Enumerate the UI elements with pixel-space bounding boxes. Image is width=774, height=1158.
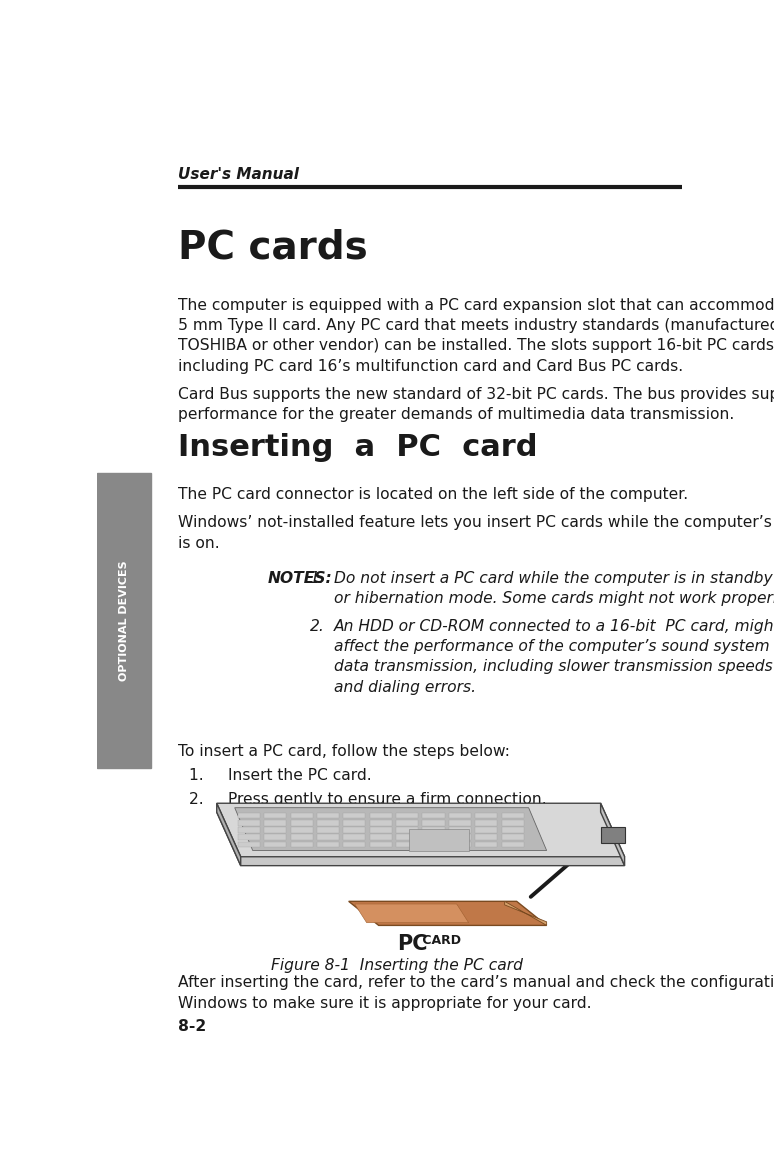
- Text: OPTIONAL DEVICES: OPTIONAL DEVICES: [118, 560, 128, 681]
- Text: 2.     Press gently to ensure a firm connection.: 2. Press gently to ensure a firm connect…: [189, 792, 546, 807]
- Bar: [370, 827, 392, 833]
- Bar: [396, 820, 418, 826]
- Bar: [290, 813, 313, 819]
- Text: Card Bus supports the new standard of 32-bit PC cards. The bus provides superior: Card Bus supports the new standard of 32…: [178, 387, 774, 423]
- Bar: [601, 827, 625, 843]
- Bar: [264, 835, 286, 840]
- Text: PC cards: PC cards: [178, 228, 368, 266]
- Bar: [264, 820, 286, 826]
- Bar: [409, 829, 469, 851]
- Bar: [370, 835, 392, 840]
- Text: The computer is equipped with a PC card expansion slot that can accommodate one
: The computer is equipped with a PC card …: [178, 298, 774, 374]
- Bar: [475, 813, 498, 819]
- Bar: [97, 474, 151, 768]
- Text: To insert a PC card, follow the steps below:: To insert a PC card, follow the steps be…: [178, 743, 509, 758]
- Bar: [344, 835, 365, 840]
- Bar: [238, 835, 260, 840]
- Text: Do not insert a PC card while the computer is in standby
or hibernation mode. So: Do not insert a PC card while the comput…: [334, 571, 774, 606]
- Bar: [423, 813, 444, 819]
- Bar: [344, 842, 365, 846]
- Bar: [449, 827, 471, 833]
- Text: Figure 8-1  Inserting the PC card: Figure 8-1 Inserting the PC card: [271, 958, 522, 973]
- Bar: [423, 827, 444, 833]
- Bar: [502, 835, 524, 840]
- Bar: [344, 820, 365, 826]
- Bar: [238, 820, 260, 826]
- Bar: [344, 813, 365, 819]
- Text: Inserting  a  PC  card: Inserting a PC card: [178, 433, 537, 462]
- Bar: [290, 820, 313, 826]
- Text: 1.     Insert the PC card.: 1. Insert the PC card.: [189, 768, 372, 783]
- Bar: [502, 827, 524, 833]
- Bar: [370, 842, 392, 846]
- Bar: [449, 813, 471, 819]
- Bar: [475, 835, 498, 840]
- Bar: [290, 827, 313, 833]
- Bar: [290, 835, 313, 840]
- Text: After inserting the card, refer to the card’s manual and check the configuration: After inserting the card, refer to the c…: [178, 975, 774, 1011]
- Bar: [290, 842, 313, 846]
- Polygon shape: [505, 901, 546, 925]
- Bar: [238, 827, 260, 833]
- Polygon shape: [217, 804, 241, 866]
- Bar: [423, 835, 444, 840]
- Bar: [396, 835, 418, 840]
- Polygon shape: [354, 904, 469, 923]
- Bar: [449, 842, 471, 846]
- Text: NOTES:: NOTES:: [268, 571, 333, 586]
- Bar: [238, 813, 260, 819]
- Bar: [317, 842, 339, 846]
- Polygon shape: [601, 804, 625, 866]
- Bar: [317, 827, 339, 833]
- Polygon shape: [235, 808, 546, 850]
- Text: User's Manual: User's Manual: [178, 168, 299, 183]
- Bar: [396, 842, 418, 846]
- Bar: [423, 842, 444, 846]
- Bar: [264, 842, 286, 846]
- Bar: [502, 842, 524, 846]
- Bar: [370, 820, 392, 826]
- Bar: [396, 813, 418, 819]
- Polygon shape: [348, 901, 546, 925]
- Bar: [317, 835, 339, 840]
- Bar: [475, 842, 498, 846]
- Text: PC: PC: [397, 935, 427, 954]
- Bar: [502, 813, 524, 819]
- Bar: [317, 813, 339, 819]
- Bar: [423, 820, 444, 826]
- Polygon shape: [217, 804, 625, 857]
- Bar: [449, 835, 471, 840]
- Bar: [502, 820, 524, 826]
- Text: Windows’ not-installed feature lets you insert PC cards while the computer’s pow: Windows’ not-installed feature lets you …: [178, 515, 774, 551]
- Bar: [396, 827, 418, 833]
- Text: An HDD or CD-ROM connected to a 16-bit  PC card, might
affect the performance of: An HDD or CD-ROM connected to a 16-bit P…: [334, 618, 774, 695]
- Text: CARD: CARD: [418, 935, 461, 947]
- Bar: [475, 827, 498, 833]
- Text: 2.: 2.: [310, 618, 324, 633]
- Text: The PC card connector is located on the left side of the computer.: The PC card connector is located on the …: [178, 486, 688, 501]
- Bar: [238, 842, 260, 846]
- Bar: [449, 820, 471, 826]
- Bar: [370, 813, 392, 819]
- Bar: [264, 813, 286, 819]
- Polygon shape: [217, 812, 625, 866]
- Bar: [344, 827, 365, 833]
- Text: 8-2: 8-2: [178, 1019, 206, 1034]
- Bar: [264, 827, 286, 833]
- Bar: [475, 820, 498, 826]
- Text: 1.: 1.: [310, 571, 324, 586]
- Bar: [317, 820, 339, 826]
